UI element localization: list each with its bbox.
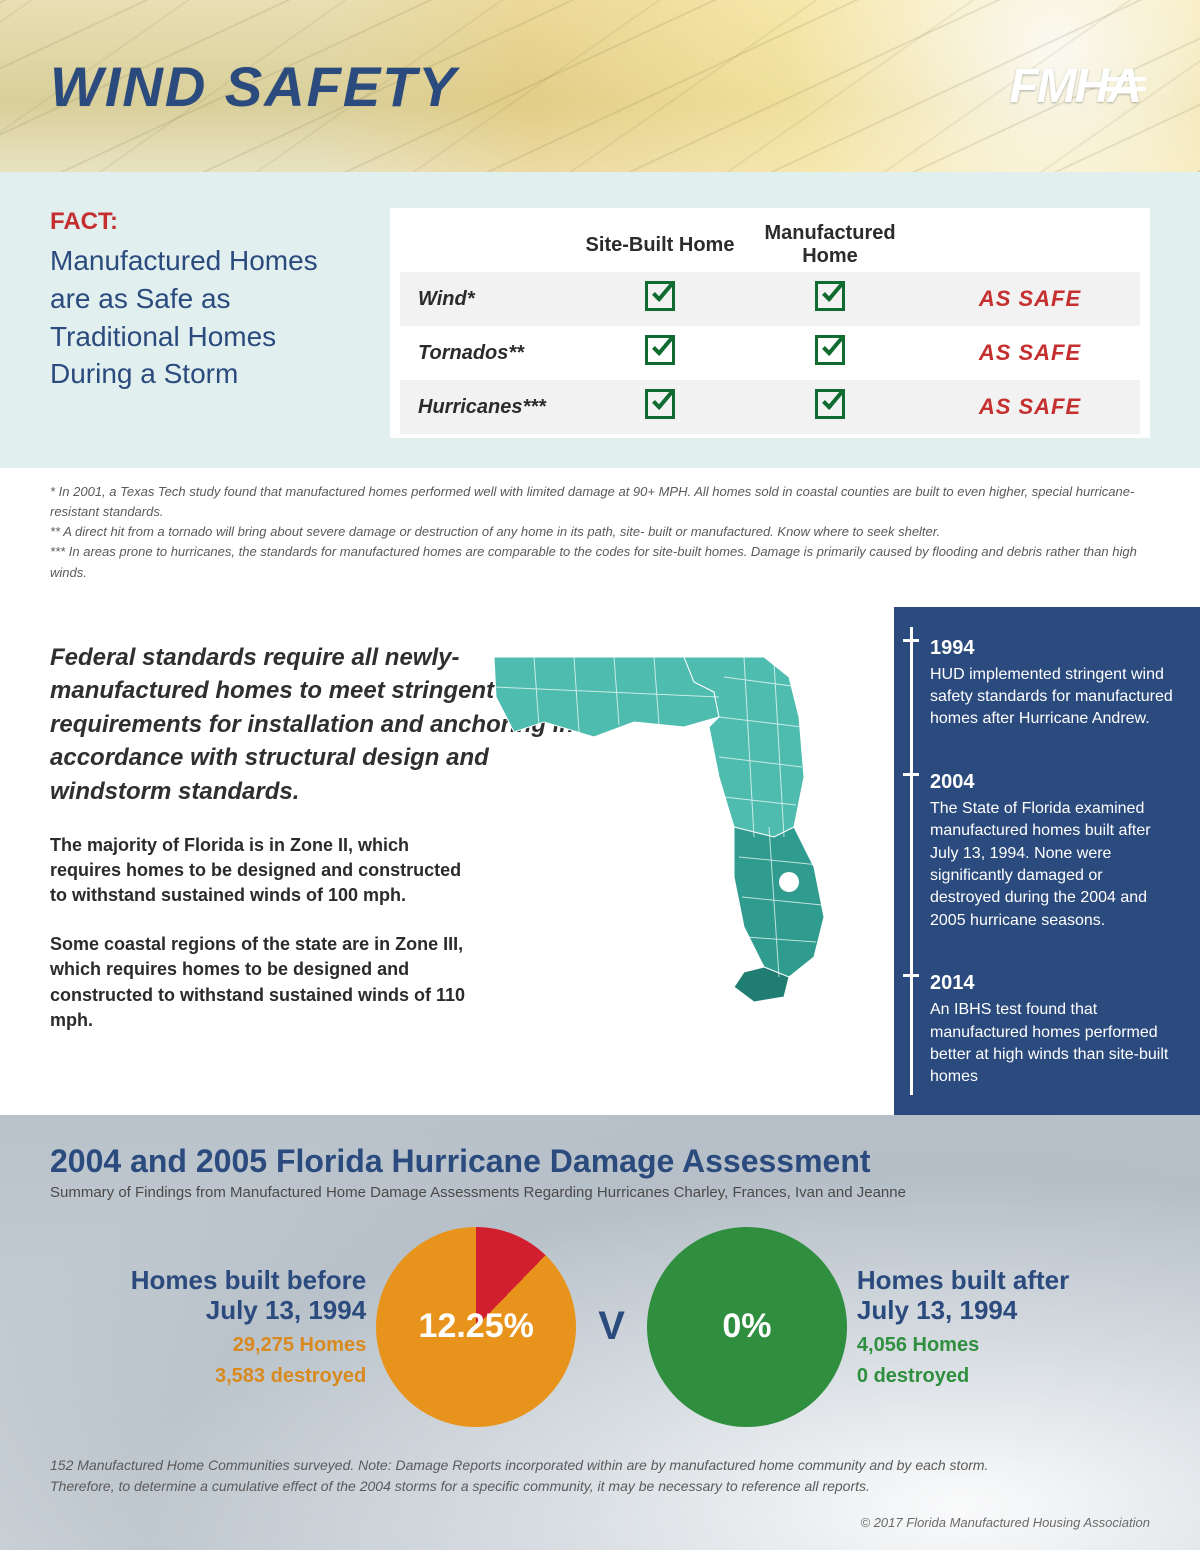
check-icon — [740, 389, 920, 425]
versus-label: V — [598, 1304, 625, 1349]
col-site-built: Site-Built Home — [580, 234, 740, 257]
row-label: Wind* — [400, 288, 580, 311]
timeline-year: 2004 — [930, 771, 1176, 794]
pie-label: 0% — [722, 1307, 771, 1346]
assessment-comparison: Homes built beforeJuly 13, 1994 29,275 H… — [50, 1227, 1150, 1427]
timeline-text: The State of Florida examined manufactur… — [930, 798, 1176, 932]
timeline-text: An IBHS test found that manufactured hom… — [930, 999, 1176, 1089]
timeline: 1994 HUD implemented stringent wind safe… — [894, 607, 1200, 1115]
check-icon — [580, 281, 740, 317]
after-title: Homes built afterJuly 13, 1994 — [857, 1266, 1069, 1326]
after-homes: 4,056 Homes — [857, 1334, 1069, 1357]
check-icon — [740, 335, 920, 371]
footnotes: * In 2001, a Texas Tech study found that… — [0, 468, 1200, 607]
check-icon — [580, 389, 740, 425]
fact-section: FACT: Manufactured Homes are as Safe as … — [0, 172, 1200, 468]
row-label: Tornados** — [400, 342, 580, 365]
after-destroyed: 0 destroyed — [857, 1365, 1069, 1388]
table-row: Hurricanes*** AS SAFE — [400, 380, 1140, 434]
footnote: ** A direct hit from a tornado will brin… — [50, 522, 1150, 542]
timeline-item: 2004 The State of Florida examined manuf… — [930, 771, 1176, 972]
page-title: WIND SAFETY — [50, 54, 458, 119]
footnote: *** In areas prone to hurricanes, the st… — [50, 542, 1150, 582]
fmha-logo: FMHA — [1009, 59, 1140, 114]
assessment-title: 2004 and 2005 Florida Hurricane Damage A… — [50, 1143, 1150, 1180]
timeline-text: HUD implemented stringent wind safety st… — [930, 664, 1176, 731]
comparison-table: Site-Built Home Manufactured Home Wind* … — [390, 208, 1150, 438]
fact-label: FACT: — [50, 208, 350, 236]
assessment-subtitle: Summary of Findings from Manufactured Ho… — [50, 1184, 1150, 1201]
copyright: © 2017 Florida Manufactured Housing Asso… — [50, 1515, 1150, 1530]
before-column: Homes built beforeJuly 13, 1994 29,275 H… — [131, 1266, 366, 1388]
row-label: Hurricanes*** — [400, 396, 580, 419]
before-destroyed: 3,583 destroyed — [131, 1365, 366, 1388]
timeline-year: 2014 — [930, 972, 1176, 995]
assessment-section: 2004 and 2005 Florida Hurricane Damage A… — [0, 1115, 1200, 1550]
pie-chart-after: 0% — [647, 1227, 847, 1427]
pie-label: 12.25% — [419, 1307, 534, 1346]
timeline-item: 2014 An IBHS test found that manufacture… — [930, 972, 1176, 1089]
zone-3-text: Some coastal regions of the state are in… — [50, 932, 480, 1033]
timeline-item: 1994 HUD implemented stringent wind safe… — [930, 637, 1176, 771]
table-row: Wind* AS SAFE — [400, 272, 1140, 326]
timeline-year: 1994 — [930, 637, 1176, 660]
pie-chart-before: 12.25% — [376, 1227, 576, 1427]
fact-body: Manufactured Homes are as Safe as Tradit… — [50, 242, 350, 393]
before-title: Homes built beforeJuly 13, 1994 — [131, 1266, 366, 1326]
verdict: AS SAFE — [920, 394, 1140, 420]
hero-banner: WIND SAFETY FMHA — [0, 0, 1200, 172]
check-icon — [740, 281, 920, 317]
footnote: * In 2001, a Texas Tech study found that… — [50, 482, 1150, 522]
verdict: AS SAFE — [920, 286, 1140, 312]
table-row: Tornados** AS SAFE — [400, 326, 1140, 380]
check-icon — [580, 335, 740, 371]
verdict: AS SAFE — [920, 340, 1140, 366]
after-column: Homes built afterJuly 13, 1994 4,056 Hom… — [857, 1266, 1069, 1388]
fact-text: FACT: Manufactured Homes are as Safe as … — [50, 208, 350, 438]
col-manufactured: Manufactured Home — [740, 222, 920, 268]
standards-section: Federal standards require all newly-manu… — [0, 607, 1200, 1115]
assessment-footnote: 152 Manufactured Home Communities survey… — [50, 1455, 1050, 1497]
standards-text: Federal standards require all newly-manu… — [0, 607, 894, 1115]
before-homes: 29,275 Homes — [131, 1334, 366, 1357]
zone-2-text: The majority of Florida is in Zone II, w… — [50, 833, 480, 909]
florida-map-icon — [484, 627, 884, 1007]
